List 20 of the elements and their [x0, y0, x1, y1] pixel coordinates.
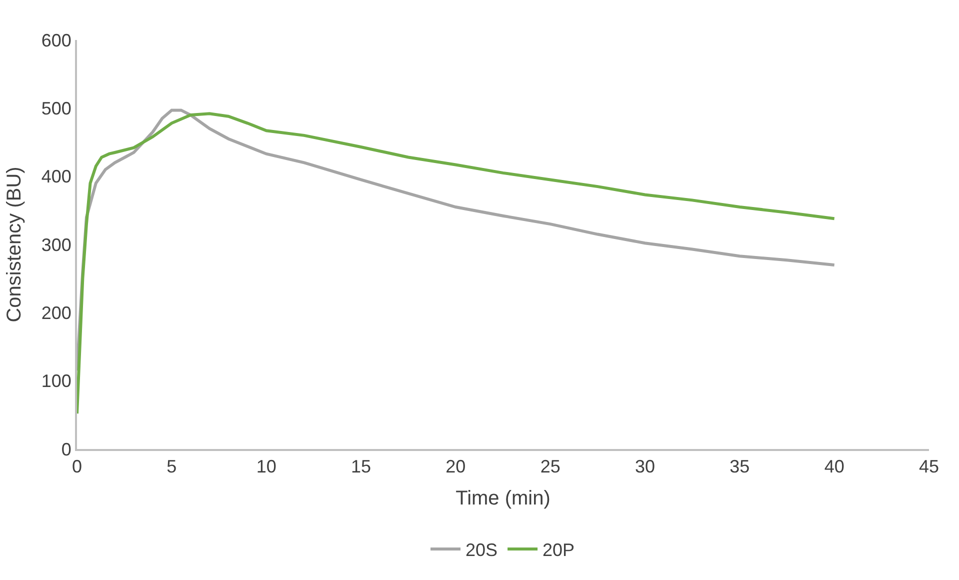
x-tick-label: 30 [634, 456, 656, 477]
y-tick-label: 200 [41, 302, 72, 323]
x-tick-label: 35 [730, 456, 750, 477]
y-tick-label: 300 [41, 234, 72, 255]
x-axis-title: Time (min) [456, 488, 550, 510]
y-tick-label: 600 [41, 30, 72, 50]
legend-label: 20P [542, 540, 575, 560]
y-tick-label: 400 [41, 166, 72, 187]
x-tick-label: 10 [256, 456, 276, 477]
x-tick-label: 20 [446, 456, 466, 477]
y-tick-label: 500 [41, 98, 72, 118]
x-tick-label: 45 [918, 456, 940, 477]
y-axis-title: Consistency (BU) [3, 166, 26, 322]
y-tick-label: 100 [41, 371, 72, 392]
x-tick-label: 15 [350, 456, 372, 477]
y-tick-label: 0 [61, 439, 72, 460]
x-tick-label: 40 [824, 456, 844, 477]
x-tick-label: 25 [540, 456, 560, 477]
x-tick-label: 5 [166, 456, 177, 477]
legend-label: 20S [466, 540, 498, 560]
